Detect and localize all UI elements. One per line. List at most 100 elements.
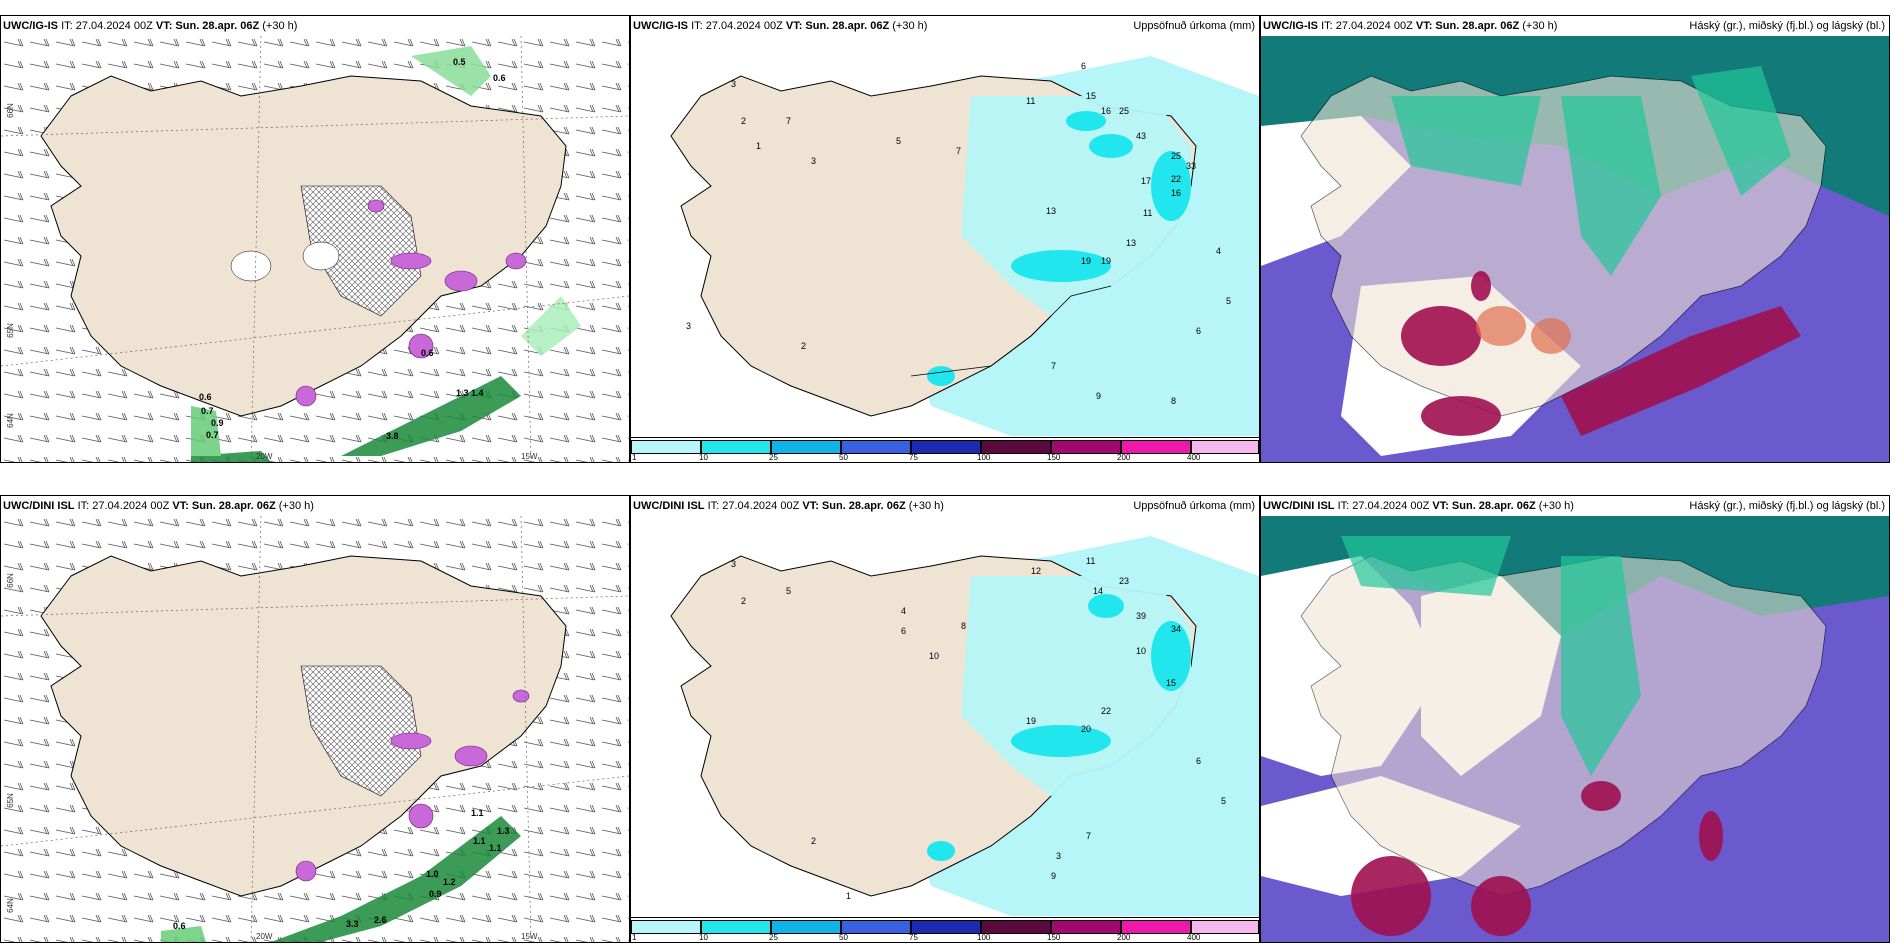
lat-label: 65N <box>5 323 15 338</box>
precip-value: 39 <box>1136 611 1147 621</box>
field-title: Uppsöfnuð úrkoma (mm) <box>1133 500 1255 512</box>
colorbar-tick: 50 <box>839 933 848 942</box>
field-title: Háský (gr.), miðský (fj.bl.) og lágský (… <box>1689 20 1885 32</box>
lead-time: (+30 h) <box>262 20 298 32</box>
precip-value: 9 <box>1096 391 1102 401</box>
precip-value: 2 <box>801 341 807 351</box>
valid-label: VT: <box>172 500 189 512</box>
precip-value: 19 <box>1026 716 1037 726</box>
precip-value: 15 <box>1086 91 1097 101</box>
model-name: UWC/DINI ISL <box>3 500 75 512</box>
precip-value: 4 <box>1216 246 1222 256</box>
colorbar-tick: 400 <box>1187 453 1201 462</box>
precip-value: 33 <box>1186 161 1197 171</box>
precip-value: 23 <box>1119 576 1130 586</box>
snow-value: 1.0 <box>426 869 439 879</box>
colorbar-swatch <box>631 440 701 454</box>
colorbar-swatch <box>771 920 841 934</box>
colorbar-tick: 10 <box>699 453 708 462</box>
lat-label: 64N <box>5 413 15 428</box>
init-time: IT: 27.04.2024 00Z <box>1321 20 1413 32</box>
precip-colorbar: 1 10 25 50 75 100 150 200 400 <box>631 917 1259 942</box>
cloud-map <box>1261 36 1889 462</box>
colorbar-swatch <box>1191 920 1259 934</box>
snow-value: 0.6 <box>199 392 212 402</box>
snow-value: 1.1 <box>473 836 486 846</box>
wind-snow-map <box>1 516 629 942</box>
valid-label: VT: <box>1432 500 1449 512</box>
precip-value: 19 <box>1081 256 1092 266</box>
snow-value: 0.6 <box>493 73 506 83</box>
field-title: Háský (gr.), miðský (fj.bl.) og lágský (… <box>1689 500 1885 512</box>
map-panel-snow-bottom: UWC/DINI ISL IT: 27.04.2024 00Z VT: Sun.… <box>0 495 630 943</box>
colorbar-swatch <box>911 440 981 454</box>
panel-header: UWC/IG-IS IT: 27.04.2024 00Z VT: Sun. 28… <box>631 16 1259 36</box>
precip-map <box>631 36 1259 462</box>
panel-header: UWC/DINI ISL IT: 27.04.2024 00Z VT: Sun.… <box>631 496 1259 516</box>
precip-value: 22 <box>1171 174 1182 184</box>
colorbar-swatch <box>981 440 1051 454</box>
colorbar-swatch <box>701 920 771 934</box>
lon-label: 20W <box>256 452 273 461</box>
precip-value: 25 <box>1119 106 1130 116</box>
panel-header: UWC/IG-IS IT: 27.04.2024 00Z VT: Sun. 28… <box>1 16 629 36</box>
precip-value: 4 <box>901 606 907 616</box>
precip-value: 6 <box>1196 756 1202 766</box>
precip-value: 3 <box>731 79 737 89</box>
precip-value: 17 <box>1141 176 1152 186</box>
precip-value: 2 <box>741 116 747 126</box>
precip-value: 16 <box>1171 188 1182 198</box>
cloud-map <box>1261 516 1889 942</box>
init-time: IT: 27.04.2024 00Z <box>77 500 170 512</box>
model-name: UWC/DINI ISL <box>1263 500 1335 512</box>
precip-value: 10 <box>929 651 940 661</box>
valid-label: VT: <box>155 20 173 32</box>
snow-value: 0.7 <box>201 406 214 416</box>
model-name: UWC/IG-IS <box>633 20 688 32</box>
lead-time: (+30 h) <box>278 500 314 512</box>
snow-value: 0.7 <box>206 430 219 440</box>
precip-value: 3 <box>811 156 817 166</box>
precip-value: 13 <box>1046 206 1057 216</box>
precip-value: 8 <box>961 621 967 631</box>
precip-value: 14 <box>1093 586 1104 596</box>
valid-time: Sun. 28.apr. 06Z <box>175 20 260 32</box>
precip-value: 11 <box>1143 208 1153 218</box>
snow-value: 0.6 <box>173 921 186 931</box>
lat-label: 66N <box>5 103 15 118</box>
precip-value: 7 <box>1051 361 1057 371</box>
model-name: UWC/IG-IS <box>1263 20 1318 32</box>
precip-value: 6 <box>901 626 907 636</box>
colorbar-tick: 200 <box>1117 933 1131 942</box>
snow-value: 1.2 <box>443 877 456 887</box>
valid-time: Sun. 28.apr. 06Z <box>805 20 890 32</box>
valid-time: Sun. 28.apr. 06Z <box>1435 20 1520 32</box>
valid-time: Sun. 28.apr. 06Z <box>821 500 906 512</box>
snow-value: 3.8 <box>386 431 399 441</box>
colorbar-tick: 50 <box>839 453 848 462</box>
precip-value: 6 <box>1081 61 1087 71</box>
valid-label: VT: <box>802 500 819 512</box>
colorbar-swatch <box>1121 440 1191 454</box>
model-name: UWC/IG-IS <box>3 20 58 32</box>
map-panel-precip-bottom: UWC/DINI ISL IT: 27.04.2024 00Z VT: Sun.… <box>630 495 1260 943</box>
precip-value: 10 <box>1136 646 1147 656</box>
precip-value: 5 <box>1226 296 1232 306</box>
init-time: IT: 27.04.2024 00Z <box>61 20 153 32</box>
snow-value: 3.3 <box>346 919 359 929</box>
precip-value: 5 <box>896 136 902 146</box>
precip-value: 25 <box>1171 151 1182 161</box>
colorbar-swatch <box>981 920 1051 934</box>
colorbar-swatch <box>701 440 771 454</box>
lon-label: 20W <box>256 932 273 941</box>
colorbar-tick: 150 <box>1047 933 1061 942</box>
init-time: IT: 27.04.2024 00Z <box>707 500 800 512</box>
colorbar-tick: 25 <box>769 453 778 462</box>
lead-time: (+30 h) <box>1538 500 1574 512</box>
lead-time: (+30 h) <box>1522 20 1558 32</box>
snow-value: 1.4 <box>471 388 484 398</box>
colorbar-tick: 1 <box>632 453 637 462</box>
snow-value: 1.3 <box>456 388 469 398</box>
snow-value: 0.6 <box>421 348 434 358</box>
precip-value: 6 <box>1196 326 1202 336</box>
